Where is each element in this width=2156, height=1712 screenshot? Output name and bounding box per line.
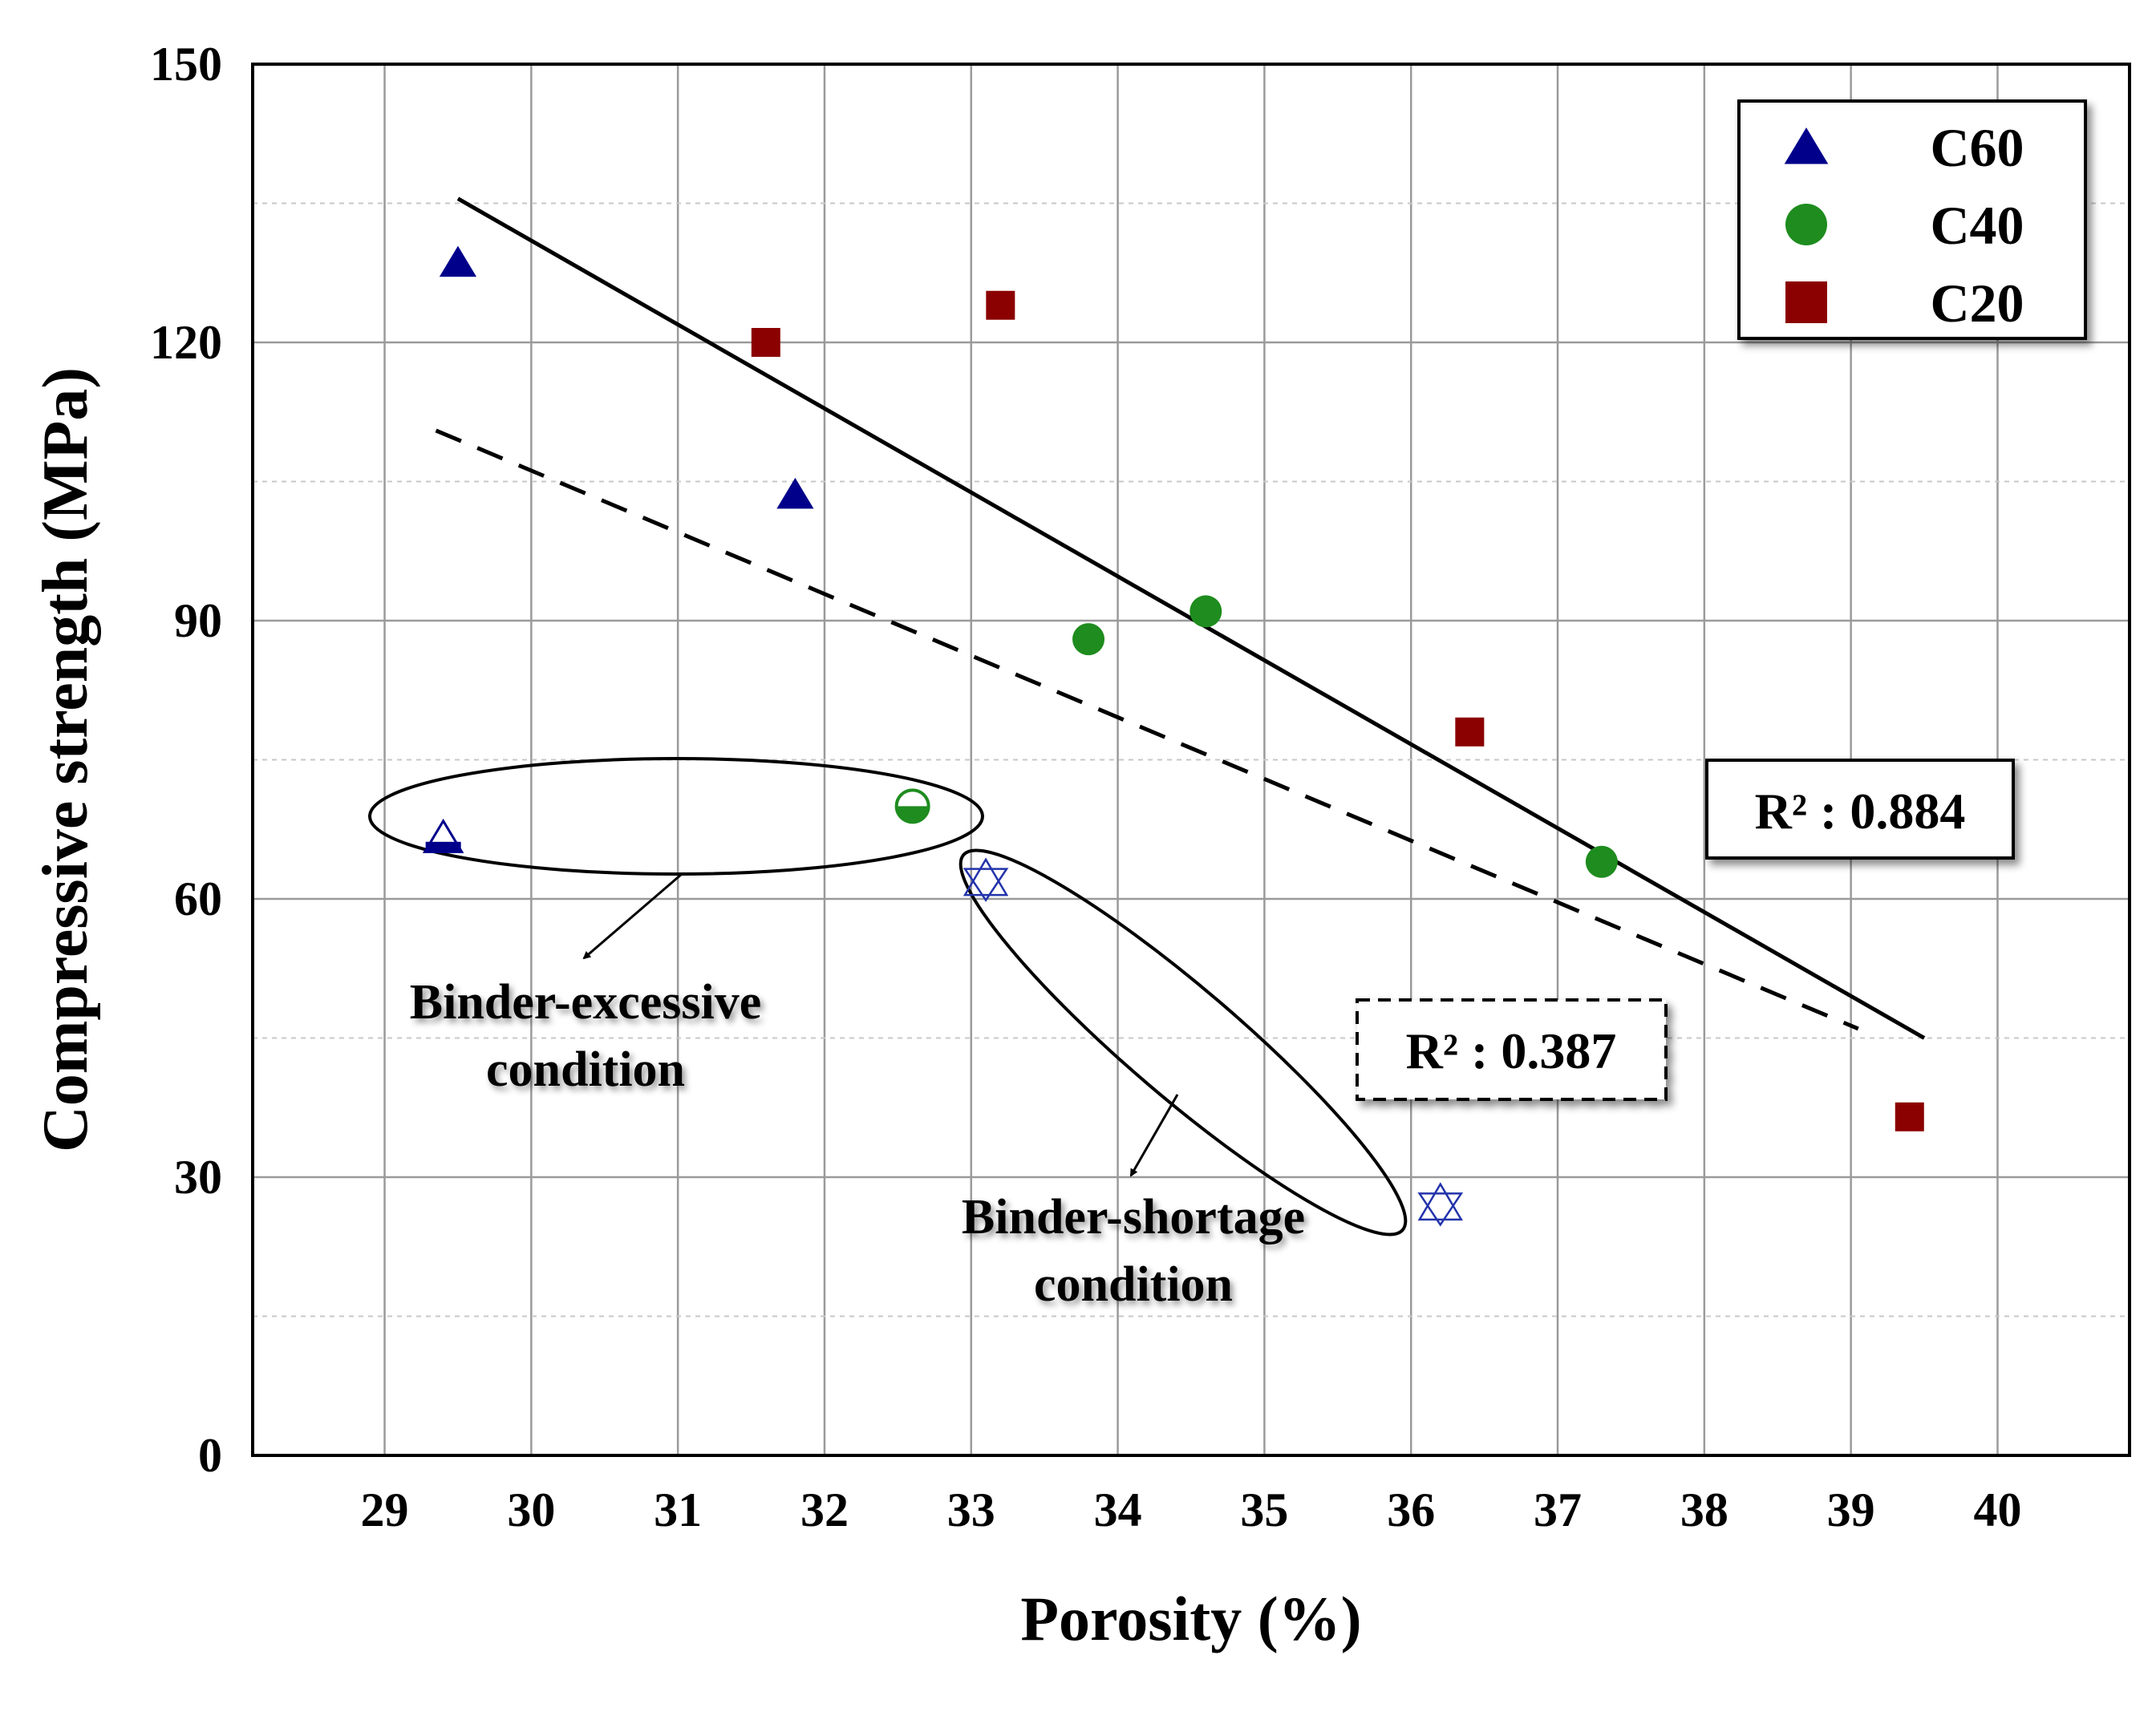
excluded-triangle-point: [422, 818, 464, 853]
c40-point: [1585, 845, 1618, 878]
legend-marker-c40: [1785, 204, 1827, 245]
x-tick-label: 29: [361, 1483, 409, 1536]
c20-point: [751, 328, 780, 357]
y-tick-label: 60: [174, 872, 222, 925]
trendline-solid: [456, 196, 1926, 1040]
triangle-half-fill: [425, 841, 461, 852]
binder-shortage-label: Binder-shortage: [962, 1190, 1305, 1245]
y-tick-label: 120: [150, 316, 222, 369]
trendline-dashed: [435, 428, 1859, 1031]
x-tick-label: 35: [1240, 1483, 1288, 1536]
y-tick-label: 150: [150, 38, 222, 91]
r2-box-solid: [1705, 759, 2015, 860]
c40-point: [1189, 595, 1222, 628]
plot-border: [251, 63, 2131, 1457]
x-tick-label: 38: [1680, 1483, 1728, 1536]
star-down-triangle: [962, 868, 1009, 902]
c20-point: [1455, 717, 1485, 747]
binder-shortage-label-2: condition: [1034, 1257, 1233, 1312]
x-tick-label: 37: [1534, 1483, 1582, 1536]
text-layer: 29 30 31 32 33 34 35 36 37 38 39 40 0 30 60 90 120 150 Por…: [30, 38, 2021, 1653]
legend-marker-c20: [1785, 281, 1827, 323]
binder-shortage-ellipse: [958, 848, 1408, 1236]
c60-point: [439, 245, 477, 277]
y-tick-label: 90: [174, 594, 222, 647]
binder-excessive-ellipse: [368, 757, 984, 876]
c60-point: [776, 477, 814, 509]
r2-label-dashed: R² : 0.387: [1406, 1022, 1617, 1079]
legend-label-c40: C40: [1930, 195, 2024, 256]
c20-point: [1895, 1102, 1924, 1131]
star-down-triangle: [1417, 1192, 1464, 1227]
x-tick-label: 39: [1827, 1483, 1875, 1536]
y-tick-label: 30: [174, 1151, 222, 1204]
x-tick-label: 31: [654, 1483, 702, 1536]
circle-half-fill: [896, 806, 929, 823]
x-tick-label: 32: [800, 1483, 849, 1536]
star-up-triangle: [1417, 1182, 1463, 1221]
r2-label-solid: R² : 0.884: [1755, 783, 1966, 840]
star-up-triangle: [962, 857, 1009, 896]
excluded-circle-point: [894, 788, 930, 824]
trendline-layer: [435, 196, 1926, 1040]
y-tick-label: 0: [198, 1429, 222, 1482]
annotation-shapes: [368, 757, 1408, 1236]
x-tick-label: 36: [1387, 1483, 1435, 1536]
x-tick-label: 33: [947, 1483, 995, 1536]
binder-excessive-label: Binder-excessive: [410, 975, 761, 1030]
binder-excessive-label-2: condition: [486, 1042, 685, 1097]
x-axis-title: Porosity (%): [1020, 1584, 1361, 1653]
r2-box-dashed: [1356, 998, 1668, 1101]
y-axis-title: Compressive strength (MPa): [30, 367, 101, 1152]
x-tick-label: 40: [1973, 1483, 2021, 1536]
data-points-layer: [422, 245, 1924, 1227]
binder-shortage-arrow: [1129, 1094, 1179, 1177]
binder-excessive-arrow: [582, 872, 683, 960]
x-tick-label: 30: [507, 1483, 555, 1536]
legend-label-c20: C20: [1930, 273, 2024, 334]
legend-marker-c60: [1784, 127, 1829, 164]
c20-point: [986, 290, 1015, 320]
excluded-star-point: [962, 857, 1009, 902]
x-tick-label: 34: [1094, 1483, 1142, 1536]
excluded-star-point: [1417, 1182, 1464, 1227]
c40-point: [1072, 623, 1105, 656]
legend-label-c60: C60: [1930, 117, 2024, 178]
legend: C60 C40 C20: [1737, 99, 2087, 340]
plot-frame: [251, 63, 2131, 1457]
